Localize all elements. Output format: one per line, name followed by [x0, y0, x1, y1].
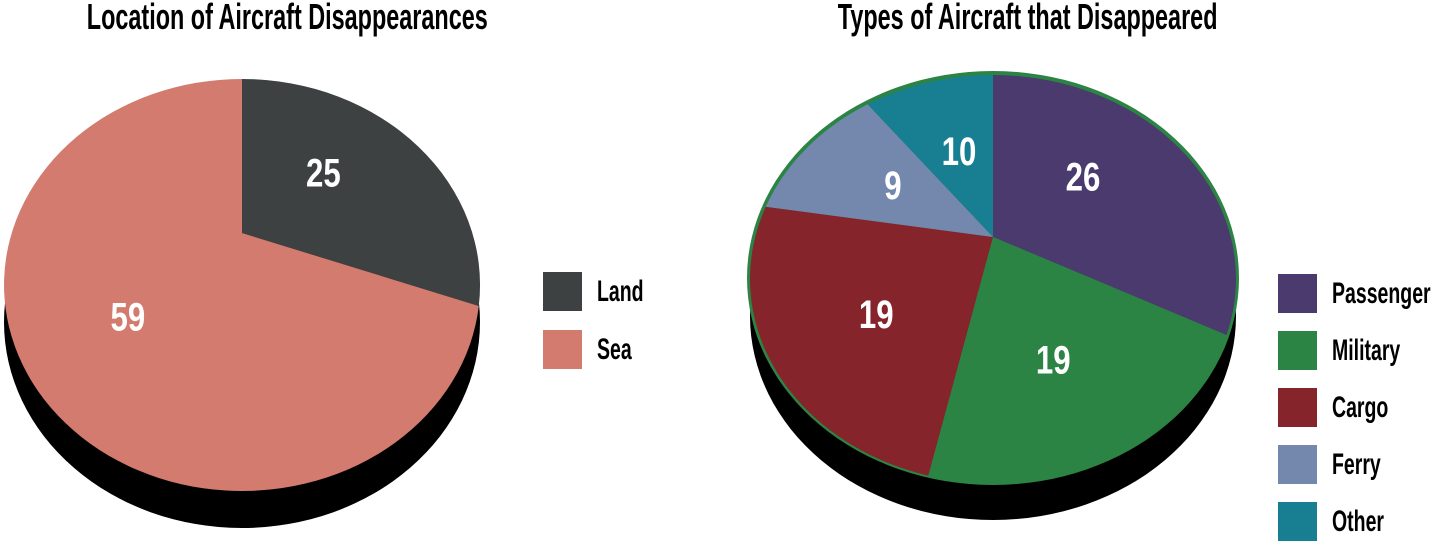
slice-value-label: 25: [306, 151, 341, 196]
pie-slice-cargo: [750, 206, 993, 476]
slice-value-label: 26: [1066, 155, 1101, 200]
pie-right: 26 19 19 9 10: [747, 71, 1239, 520]
legend-item-passenger: Passenger: [1278, 274, 1433, 313]
pie-left: 25 59: [4, 78, 481, 528]
pie-slice-land: [242, 78, 481, 306]
slice-value-label: 9: [884, 163, 901, 208]
slice-value-label: 19: [859, 292, 894, 337]
legend-label: Cargo: [1332, 390, 1389, 424]
legend-swatch: [1278, 274, 1317, 313]
legend-item-land: Land: [543, 272, 669, 311]
legend-item-cargo: Cargo: [1278, 388, 1433, 427]
left-chart-legend: Land Sea: [543, 272, 669, 369]
legend-label: Other: [1332, 504, 1385, 538]
legend-label: Land: [597, 274, 644, 308]
legend-item-ferry: Ferry: [1278, 445, 1433, 484]
pie-slice-ferry: [765, 104, 993, 237]
legend-label: Military: [1332, 333, 1401, 367]
legend-label: Sea: [597, 332, 632, 366]
legend-swatch: [543, 330, 582, 369]
legend-label: Passenger: [1332, 276, 1431, 310]
right-chart-title: Types of Aircraft that Disappeared: [837, 0, 1218, 37]
legend-item-military: Military: [1278, 331, 1433, 370]
legend-swatch: [1278, 388, 1317, 427]
legend-item-sea: Sea: [543, 330, 669, 369]
pie-slice-military: [928, 237, 1227, 483]
legend-item-other: Other: [1278, 502, 1433, 541]
pie-slice-passenger: [993, 75, 1236, 336]
legend-label: Ferry: [1332, 447, 1381, 481]
pie-slice-sea: [4, 79, 479, 491]
legend-swatch: [1278, 502, 1317, 541]
legend-swatch: [1278, 445, 1317, 484]
slice-value-label: 10: [942, 129, 977, 174]
pie-slice-other: [867, 75, 993, 237]
legend-swatch: [1278, 331, 1317, 370]
right-chart-legend: Passenger Military Cargo Ferry Other: [1278, 274, 1433, 541]
slice-value-label: 19: [1036, 338, 1071, 383]
slice-value-label: 59: [111, 295, 146, 340]
left-chart-title: Location of Aircraft Disappearances: [86, 0, 488, 37]
legend-swatch: [543, 272, 582, 311]
